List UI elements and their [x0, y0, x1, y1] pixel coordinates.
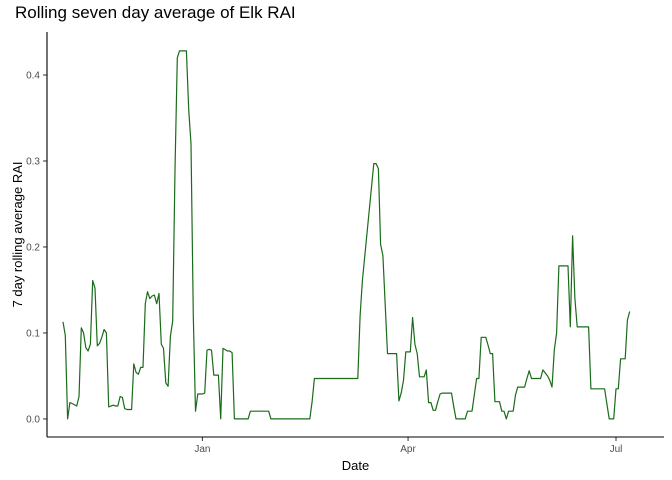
x-axis-title: Date	[342, 458, 369, 473]
x-axis-ticks: Jan Apr Jul	[194, 437, 622, 455]
y-axis-ticks: 0.0 0.1 0.2 0.3 0.4	[26, 70, 47, 425]
y-tick-label: 0.2	[26, 242, 40, 253]
y-tick-label: 0.0	[26, 414, 40, 425]
y-tick-label: 0.1	[26, 328, 40, 339]
x-tick-label: Jan	[194, 444, 210, 455]
y-axis-title: 7 day rolling average RAI	[10, 162, 25, 308]
y-tick-label: 0.4	[26, 70, 40, 81]
chart-title: Rolling seven day average of Elk RAI	[15, 3, 296, 22]
series-layer	[62, 50, 631, 420]
y-tick-label: 0.3	[26, 156, 40, 167]
series-line	[62, 50, 631, 420]
x-tick-label: Jul	[610, 444, 623, 455]
x-tick-label: Apr	[400, 444, 416, 455]
